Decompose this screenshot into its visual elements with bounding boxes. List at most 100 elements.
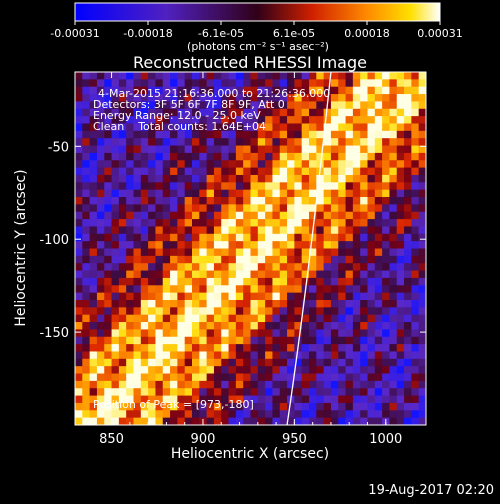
heatmap-cell [309,211,317,220]
heatmap-cell [206,211,215,220]
heatmap-cell [316,388,325,397]
heatmap-cell [316,197,325,205]
heatmap-cell [192,138,200,147]
heatmap-cell [404,307,412,316]
heatmap-cell [294,380,303,389]
heatmap-cell [213,417,222,425]
heatmap-cell [89,344,98,353]
heatmap-cell [75,351,83,360]
heatmap-cell [148,233,157,242]
heatmap-cell [250,329,259,338]
heatmap-cell [199,86,208,95]
heatmap-cell [309,123,317,132]
heatmap-cell [404,344,412,353]
heatmap-cell [389,270,398,279]
heatmap-cell [389,197,398,205]
heatmap-cell [250,314,259,323]
heatmap-cell [382,197,391,205]
heatmap-cell [199,388,208,397]
heatmap-cell [404,123,412,132]
heatmap-cell [162,344,171,353]
heatmap-cell [374,285,383,294]
heatmap-cell [330,292,339,301]
heatmap-cell [330,322,339,330]
heatmap-cell [279,86,288,95]
heatmap-cell [213,314,222,323]
heatmap-cell [323,138,332,147]
heatmap-cell [338,241,347,250]
heatmap-cell [323,152,332,161]
heatmap-cell [82,248,91,257]
heatmap-cell [221,299,230,308]
heatmap-cell [155,388,164,397]
heatmap-cells [75,72,426,425]
heatmap-cell [396,182,405,191]
heatmap-cell [133,79,142,88]
heatmap-cell [170,152,178,161]
heatmap-cell [199,285,208,294]
heatmap-cell [396,152,405,161]
heatmap-cell [404,388,412,397]
heatmap-cell [367,138,376,147]
heatmap-cell [111,358,120,367]
heatmap-cell [213,174,222,183]
heatmap-cell [243,395,252,404]
heatmap-cell [104,299,113,308]
heatmap-cell [162,174,171,183]
heatmap-cell [374,255,383,264]
heatmap-cell [316,344,325,353]
heatmap-cell [330,366,339,375]
heatmap-cell [170,189,178,198]
heatmap-cell [148,299,157,308]
heatmap-cell [235,314,244,323]
heatmap-cell [221,130,230,139]
heatmap-cell [294,285,303,294]
heatmap-cell [111,410,120,419]
heatmap-cell [257,86,266,95]
heatmap-cell [140,94,149,103]
heatmap-cell [418,344,426,353]
heatmap-cell [360,395,369,404]
heatmap-cell [418,388,426,397]
heatmap-cell [367,277,376,286]
heatmap-cell [330,263,339,272]
heatmap-cell [133,94,142,103]
heatmap-cell [338,285,347,294]
heatmap-cell [89,248,98,257]
heatmap-cell [374,241,383,250]
heatmap-cell [148,116,157,125]
heatmap-cell [352,138,361,147]
heatmap-cell [221,248,230,257]
heatmap-cell [257,138,266,147]
heatmap-cell [235,189,244,198]
heatmap-cell [192,314,200,323]
heatmap-cell [82,417,91,425]
heatmap-cell [374,351,383,360]
heatmap-cell [82,351,91,360]
heatmap-cell [257,380,266,389]
heatmap-cell [206,241,215,250]
heatmap-cell [316,307,325,316]
heatmap-cell [404,86,412,95]
heatmap-cell [126,322,135,330]
heatmap-cell [367,130,376,139]
heatmap-cell [345,72,354,80]
heatmap-cell [213,255,222,264]
heatmap-cell [345,226,354,235]
heatmap-cell [243,366,252,375]
heatmap-cell [338,204,347,213]
heatmap-cell [177,204,186,213]
heatmap-cell [360,373,369,382]
heatmap-cell [133,329,142,338]
heatmap-cell [133,138,142,147]
heatmap-cell [235,388,244,397]
heatmap-cell [89,204,98,213]
heatmap-cell [404,285,412,294]
heatmap-cell [89,402,98,411]
heatmap-cell [206,160,215,169]
heatmap-cell [96,248,105,257]
heatmap-cell [411,152,420,161]
heatmap-cell [374,322,383,330]
heatmap-cell [192,285,200,294]
heatmap-cell [104,79,113,88]
